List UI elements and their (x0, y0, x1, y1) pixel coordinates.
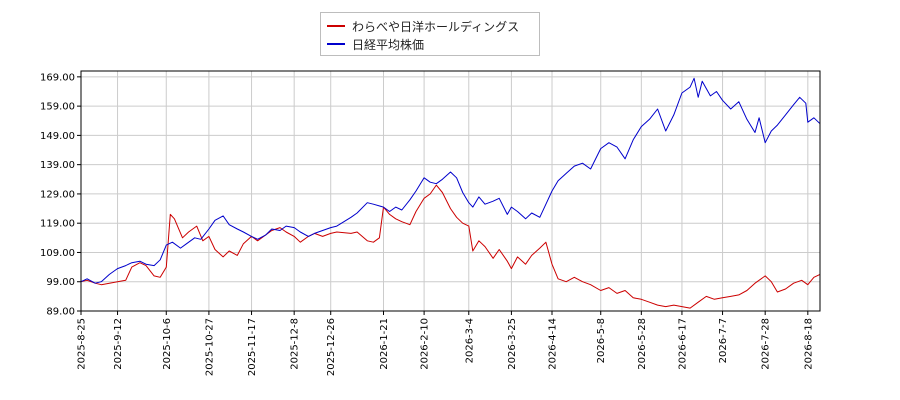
x-tick-label: 2025-12-8 (290, 318, 301, 370)
legend-item-nikkei: 日経平均株価 (327, 35, 424, 53)
x-tick-label: 2025-8-25 (77, 318, 88, 370)
y-tick-label: 149.00 (40, 131, 75, 142)
y-tick-label: 159.00 (40, 102, 75, 113)
x-tick-label: 2026-4-14 (548, 318, 559, 370)
legend-swatch-warabeya (327, 25, 345, 27)
x-tick-label: 2025-10-6 (162, 318, 173, 370)
x-tick-label: 2025-11-17 (247, 318, 258, 376)
y-tick-label: 119.00 (40, 219, 75, 230)
axis-ticks: 89.00 99.00 109.00 119.00 129.00 139.00 149.00… (40, 72, 814, 376)
x-tick-label: 2026-7-7 (718, 318, 729, 363)
plot-area (81, 71, 820, 311)
x-tick-label: 2025-9-12 (113, 318, 124, 370)
series-line-1 (80, 77, 821, 284)
legend: わらべや日洋ホールディングス 日経平均株価 (320, 12, 540, 56)
x-tick-label: 2026-5-8 (596, 318, 607, 363)
legend-item-warabeya: わらべや日洋ホールディングス (327, 17, 519, 35)
legend-label-nikkei: 日経平均株価 (352, 37, 425, 52)
x-tick-label: 2026-3-4 (464, 318, 475, 363)
y-tick-label: 89.00 (46, 307, 75, 318)
x-tick-label: 2026-2-10 (420, 318, 431, 370)
x-tick-label: 2026-8-18 (803, 318, 814, 370)
series-line-0 (80, 184, 821, 309)
y-tick-label: 169.00 (40, 72, 75, 83)
plot-frame (80, 70, 821, 312)
x-tick-label: 2026-3-25 (507, 318, 518, 370)
y-tick-label: 139.00 (40, 160, 75, 171)
x-tick-label: 2026-7-28 (761, 318, 772, 370)
x-tick-label: 2026-5-28 (637, 318, 648, 370)
y-tick-label: 99.00 (46, 277, 75, 288)
grid-lines (80, 71, 820, 312)
y-tick-label: 109.00 (40, 248, 75, 259)
x-tick-label: 2025-12-26 (326, 318, 337, 376)
x-tick-label: 2026-1-21 (379, 318, 390, 370)
y-tick-label: 129.00 (40, 189, 75, 200)
legend-swatch-nikkei (327, 43, 345, 45)
legend-label-warabeya: わらべや日洋ホールディングス (352, 19, 520, 34)
x-tick-label: 2026-6-17 (677, 318, 688, 370)
x-tick-label: 2025-10-27 (204, 318, 215, 376)
series-lines (80, 77, 821, 309)
